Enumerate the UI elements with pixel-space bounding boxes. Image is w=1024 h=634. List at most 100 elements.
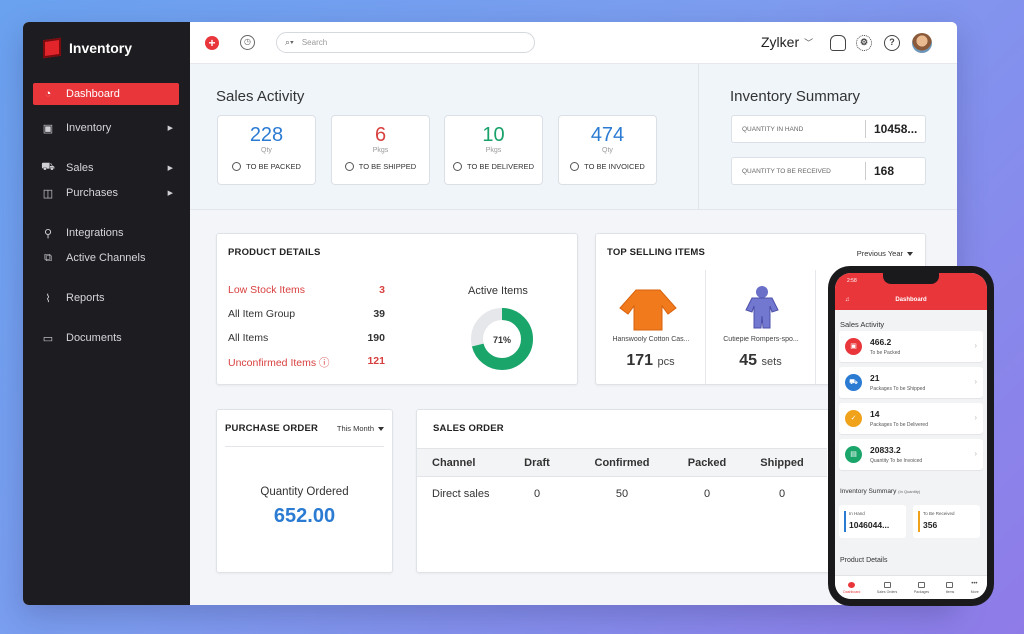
top-item-unit: sets	[761, 356, 782, 368]
sa-label: TO BE INVOICED	[584, 162, 645, 171]
top-item-name: Hanswooly Cotton Cas...	[612, 336, 690, 343]
tab-dashboard[interactable]: Dashboard	[843, 581, 860, 594]
more-icon: •••	[971, 580, 978, 587]
sales-order-panel: SALES ORDER Channel Draft Confirmed Pack…	[416, 409, 836, 573]
sa-value: 6	[374, 124, 387, 146]
top-selling-filter-dropdown[interactable]: Previous Year	[857, 249, 913, 258]
sales-activity-title: Sales Activity	[216, 88, 305, 105]
mobile-sa-card[interactable]: ▤ 20833.2 Quantity To be Invoiced ›	[839, 439, 983, 470]
sidebar-item-inventory[interactable]: ▣ Inventory ▶	[42, 122, 173, 135]
mobile-header: 2:58 ♫ Dashboard	[835, 273, 987, 310]
mobile-title: Dashboard	[895, 297, 927, 303]
help-icon[interactable]: ?	[884, 35, 900, 51]
dashboard-icon: ◔	[44, 88, 52, 100]
reports-icon: ⌇	[45, 292, 51, 305]
sidebar-item-active-channels[interactable]: ⧉ Active Channels	[33, 247, 179, 269]
sidebar-item-dashboard[interactable]: ◔ Dashboard	[33, 83, 179, 105]
col-channel: Channel	[417, 448, 507, 477]
info-icon: ⓘ	[319, 357, 330, 369]
truck-icon: ⛟	[845, 374, 862, 391]
quantity-ordered-label: Quantity Ordered	[260, 486, 349, 498]
sidebar-nav: ◔ Dashboard ▣ Inventory ▶ ⛟ Sales ▶ ◫ Pu…	[33, 83, 179, 349]
tab-items[interactable]: Items	[946, 581, 954, 594]
tab-sales-orders[interactable]: Sales Orders	[877, 581, 897, 594]
bag-icon: ◫	[42, 187, 54, 200]
mobile-to-receive-box: To Be Received 356	[913, 505, 980, 538]
sa-card-to-be-invoiced[interactable]: 474 Qty TO BE INVOICED	[558, 115, 657, 185]
tab-more[interactable]: ••• More	[970, 580, 979, 594]
gear-icon[interactable]: ⚙	[856, 35, 872, 51]
purchase-order-filter-dropdown[interactable]: This Month	[337, 424, 384, 433]
sidebar-item-documents[interactable]: ▭ Documents	[42, 332, 122, 345]
table-header: Channel Draft Confirmed Packed Shipped	[417, 448, 827, 477]
top-item-card[interactable]: Hanswooly Cotton Cas... 171 pcs	[596, 270, 706, 384]
sidebar-item-reports[interactable]: ⌇ Reports	[33, 287, 179, 309]
product-details-title: PRODUCT DETAILS	[228, 247, 321, 258]
sidebar-item-purchases[interactable]: ◫ Purchases ▶	[42, 187, 173, 200]
sidebar-item-integrations[interactable]: ⚲ Integrations	[33, 222, 179, 244]
pd-row-unconfirmed[interactable]: Unconfirmed Items ⓘ 121	[228, 355, 385, 369]
purchase-order-title: PURCHASE ORDER	[225, 423, 319, 434]
qty-in-hand-label: QUANTITY IN HAND	[742, 125, 804, 133]
avatar[interactable]	[912, 33, 932, 53]
bell-icon[interactable]: ♫	[845, 297, 850, 303]
sales-order-title: SALES ORDER	[433, 423, 504, 434]
purchase-order-panel: PURCHASE ORDER This Month Quantity Order…	[216, 409, 393, 573]
chevron-right-icon: ▶	[167, 165, 173, 172]
pd-row-all-items[interactable]: All Items 190	[228, 332, 385, 344]
mobile-sa-card[interactable]: ⛟ 21 Packages To be Shipped ›	[839, 367, 983, 398]
quantity-ordered-value: 652.00	[273, 505, 336, 527]
mobile-sa-card[interactable]: ✓ 14 Packages To be Delivered ›	[839, 403, 983, 434]
top-item-qty: 45	[739, 352, 758, 369]
top-item-qty: 171	[626, 352, 654, 369]
dashboard-icon	[848, 581, 856, 588]
sa-card-to-be-packed[interactable]: 228 Qty TO BE PACKED	[217, 115, 316, 185]
donut-fill	[471, 308, 533, 370]
chevron-right-icon: ›	[974, 341, 977, 350]
qty-in-hand-box: QUANTITY IN HAND 10458...	[731, 115, 926, 143]
col-confirmed: Confirmed	[567, 448, 677, 477]
quick-create-button[interactable]: +	[205, 36, 219, 50]
check-icon: ✓	[845, 410, 862, 427]
tab-packages[interactable]: Packages	[914, 581, 929, 594]
mobile-sa-card[interactable]: ▣ 466.2 To be Packed ›	[839, 331, 983, 362]
sa-label: TO BE SHIPPED	[358, 162, 417, 171]
sa-unit: Qty	[261, 147, 272, 154]
sidebar-item-sales[interactable]: ⛟ Sales ▶	[41, 161, 173, 174]
sidebar: Inventory ◔ Dashboard ▣ Inventory ▶ ⛟ Sa…	[23, 22, 190, 605]
product-details-panel: PRODUCT DETAILS Low Stock Items 3 All It…	[216, 233, 578, 385]
top-item-card[interactable]: Cutiepie Rompers-spo... 45 sets	[706, 270, 816, 384]
sa-card-to-be-delivered[interactable]: 10 Pkgs TO BE DELIVERED	[444, 115, 543, 185]
sa-value: 228	[249, 124, 284, 146]
history-icon[interactable]: ◷	[240, 35, 255, 50]
mobile-time: 2:58	[847, 278, 857, 284]
qty-to-receive-value: 168	[874, 164, 895, 178]
package-icon	[918, 581, 925, 588]
integrations-icon: ⚲	[43, 227, 53, 240]
channels-icon: ⧉	[44, 251, 52, 264]
inventory-summary-title: Inventory Summary	[730, 88, 861, 105]
table-row[interactable]: Direct sales 0 50 0 0	[432, 487, 786, 500]
search-input[interactable]: ⌕▾ Search	[276, 32, 535, 53]
cart-icon	[883, 581, 891, 588]
folder-icon: ▭	[42, 332, 54, 345]
sa-label: TO BE PACKED	[246, 162, 301, 171]
active-items-donut: 71%	[471, 308, 533, 370]
org-switcher[interactable]: Zylker ﹀	[761, 34, 813, 50]
box-icon: ▣	[845, 338, 862, 355]
col-shipped: Shipped	[737, 448, 827, 477]
chevron-right-icon: ›	[974, 413, 977, 422]
mobile-inventory-summary-title: Inventory Summary (In Quantity)	[840, 488, 921, 495]
bell-icon[interactable]	[830, 35, 846, 51]
app-brand[interactable]: Inventory	[43, 37, 133, 59]
app-name: Inventory	[69, 40, 133, 56]
box-icon: ▣	[42, 122, 54, 135]
mobile-product-details-title: Product Details	[840, 557, 888, 564]
pd-row-item-group[interactable]: All Item Group 39	[228, 308, 385, 320]
items-icon	[946, 581, 954, 588]
col-draft: Draft	[507, 448, 567, 477]
sa-card-to-be-shipped[interactable]: 6 Pkgs TO BE SHIPPED	[331, 115, 430, 185]
donut-percent: 71%	[493, 335, 511, 345]
pd-row-low-stock[interactable]: Low Stock Items 3	[228, 284, 385, 296]
chevron-right-icon: ▶	[167, 125, 173, 132]
